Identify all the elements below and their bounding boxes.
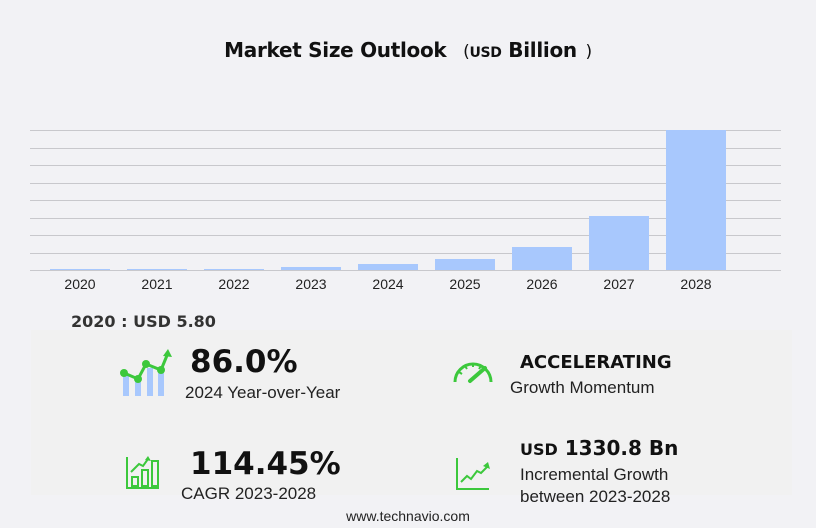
gridline <box>30 200 781 201</box>
bar-2024 <box>358 264 418 270</box>
incremental-label-line1: Incremental Growth <box>520 465 669 484</box>
unit-open-paren: ( <box>463 42 470 62</box>
incremental-label-line2: between 2023-2028 <box>520 487 671 506</box>
gridline <box>30 165 781 166</box>
gridline <box>30 182 781 184</box>
bar-2022 <box>204 268 264 270</box>
x-label-2020: 2020 <box>64 276 96 292</box>
growth-bars-icon <box>125 455 161 495</box>
momentum-value: ACCELERATING <box>520 352 672 373</box>
x-label-2021: 2021 <box>141 276 173 292</box>
yoy-label: 2024 Year-over-Year <box>185 383 341 402</box>
unit-currency: USD <box>469 45 502 61</box>
gridline <box>30 147 781 149</box>
chart-title: Market Size Outlook (USD Billion ) <box>0 38 816 62</box>
incremental-value: USD 1330.8 Bn <box>520 436 678 460</box>
gridline <box>30 252 781 254</box>
gridline <box>30 270 781 271</box>
bar-2027 <box>589 216 649 270</box>
x-label-2026: 2026 <box>526 276 558 292</box>
bar-2026 <box>512 246 572 270</box>
x-label-2027: 2027 <box>603 276 635 292</box>
gridline <box>30 217 781 219</box>
speedometer-icon <box>451 358 495 390</box>
incremental-amount: 1330.8 Bn <box>564 436 679 460</box>
x-label-2024: 2024 <box>372 276 404 292</box>
gridline <box>30 235 781 236</box>
yoy-value: 86.0% <box>190 344 298 380</box>
line-trend-icon <box>455 457 491 495</box>
x-label-2028: 2028 <box>680 276 712 292</box>
x-label-2022: 2022 <box>218 276 250 292</box>
trending-bar-chart-icon <box>118 348 172 402</box>
bar-2020 <box>50 269 110 270</box>
incremental-currency: USD <box>520 440 558 459</box>
bar-2023 <box>281 266 341 270</box>
x-label-2025: 2025 <box>449 276 481 292</box>
bar-2028 <box>666 130 726 270</box>
bar-2021 <box>127 268 187 270</box>
momentum-label: Growth Momentum <box>510 378 655 397</box>
unit-scale: Billion <box>508 38 577 62</box>
unit-close-paren: ) <box>585 42 593 62</box>
cagr-value: 114.45% <box>190 446 341 482</box>
title-text: Market Size Outlook <box>224 38 447 62</box>
bar-2025 <box>435 259 495 270</box>
gridline <box>30 130 781 131</box>
source-url: www.technavio.com <box>346 508 470 524</box>
cagr-label: CAGR 2023-2028 <box>181 484 317 503</box>
base-year-value: 2020 : USD 5.80 <box>71 312 216 331</box>
bar-chart <box>30 130 781 271</box>
x-label-2023: 2023 <box>295 276 327 292</box>
